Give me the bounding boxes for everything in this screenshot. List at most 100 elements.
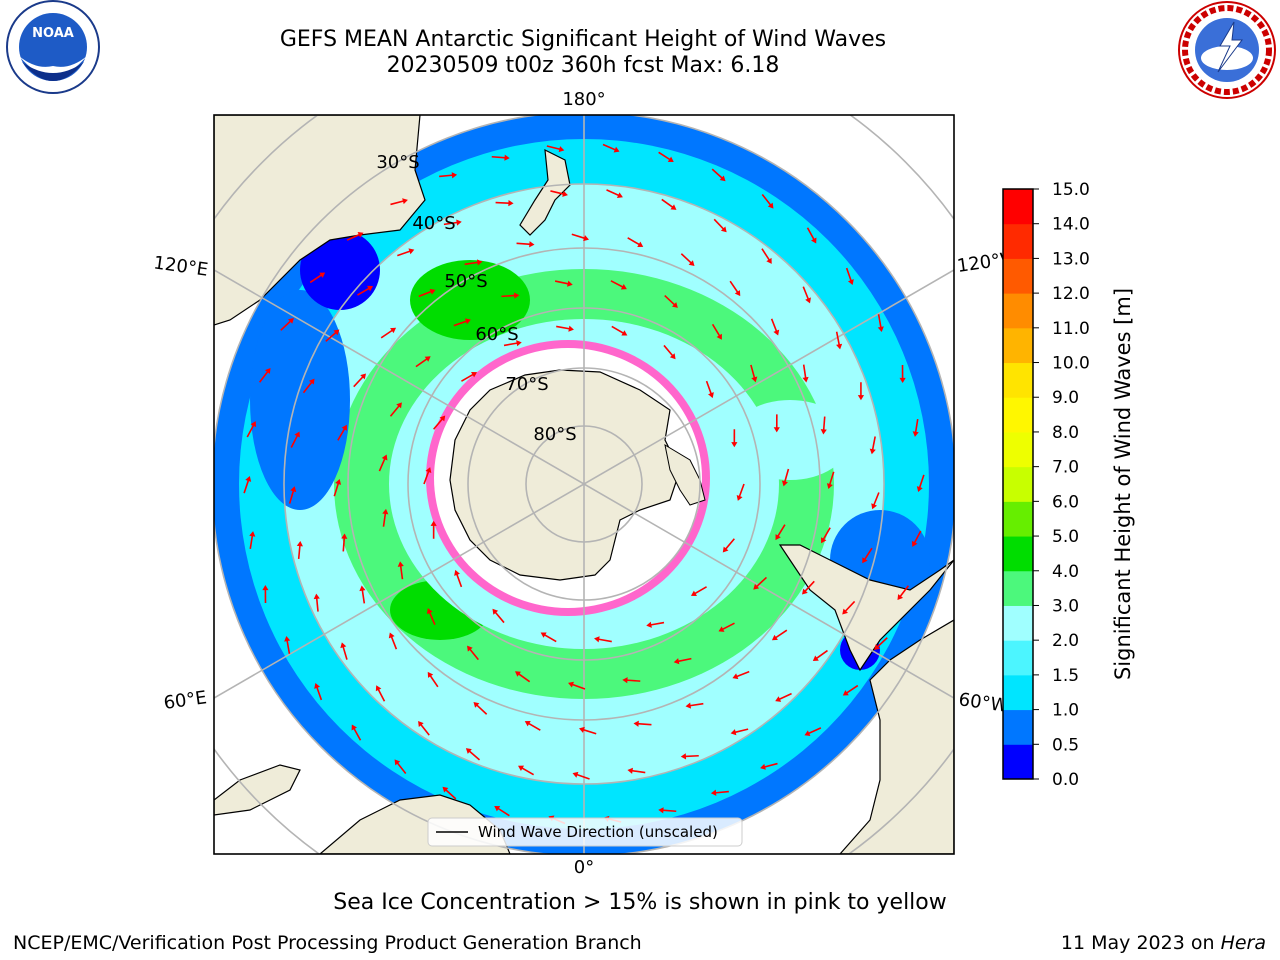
wind-arrow-head <box>736 495 743 501</box>
colorbar-band <box>1003 431 1033 468</box>
wind-arrow-head <box>529 241 535 248</box>
wind-arrow-shaft <box>390 200 405 206</box>
wind-arrow-head <box>442 786 449 793</box>
colorbar-tick-label: 1.5 <box>1052 666 1079 686</box>
wind-arrow-shaft <box>554 280 569 285</box>
wind-arrow-head <box>562 190 568 197</box>
wind-arrow-head <box>773 427 780 433</box>
wind-arrow-head <box>583 235 589 242</box>
colorbar-band <box>1003 536 1033 572</box>
wind-arrow-shaft <box>556 325 571 330</box>
wind-arrow-head <box>319 272 326 278</box>
wind-arrow-head <box>667 156 674 163</box>
wind-arrow-head <box>245 476 252 482</box>
wind-arrow-head <box>567 280 573 287</box>
wind-arrow-shaft <box>353 727 362 741</box>
wind-arrow-head <box>454 569 460 576</box>
wind-arrow-shaft <box>382 512 387 527</box>
wind-arrow-head <box>646 621 652 628</box>
wind-arrow-shaft <box>626 679 641 682</box>
wind-arrow-head <box>471 372 478 378</box>
wind-arrow-shaft <box>677 657 692 663</box>
wind-arrow-head <box>294 431 300 438</box>
wind-arrow-head <box>290 486 297 493</box>
wind-arrow-shaft <box>713 218 725 230</box>
wind-arrow-head <box>492 608 499 615</box>
colorbar-band <box>1003 744 1033 780</box>
wind-arrow-shaft <box>721 622 735 631</box>
colorbar-tick-label: 2.0 <box>1052 631 1079 651</box>
wind-arrow-head <box>456 219 462 226</box>
wind-arrow-head <box>826 483 833 489</box>
wind-arrow-shaft <box>627 237 641 246</box>
wind-arrow-head <box>425 467 432 473</box>
wind-arrow-shaft <box>680 253 693 264</box>
wind-arrow-head <box>719 175 726 182</box>
lon-label-60w: 60°W <box>957 689 1009 717</box>
wind-arrow-shaft <box>288 489 295 504</box>
wind-arrow-head <box>594 636 600 643</box>
wind-arrow-head <box>775 696 782 702</box>
wind-arrow-shaft <box>346 233 361 241</box>
colorbar-tick-label: 6.0 <box>1052 492 1079 512</box>
wind-arrow-shaft <box>872 492 880 506</box>
wind-arrow-head <box>367 285 374 292</box>
wind-arrow-head <box>427 671 434 678</box>
chart-subtitle: 20230509 t00z 360h fcst Max: 6.18 <box>386 53 780 78</box>
wind-arrow-shaft <box>423 470 430 485</box>
colorbar-label: Significant Height of Wind Waves [m] <box>1111 288 1135 680</box>
wind-arrow-shaft <box>899 585 910 598</box>
wind-arrow-shaft <box>249 534 254 550</box>
wind-arrow-head <box>874 644 880 651</box>
colorbar-tick-label: 11.0 <box>1052 319 1090 339</box>
wind-arrow-head <box>688 260 695 267</box>
wind-arrow-head <box>250 421 257 428</box>
wind-arrow-shaft <box>428 611 436 625</box>
wind-arrow-head <box>862 557 868 564</box>
wind-arrow-head <box>426 608 433 615</box>
wind-arrow-head <box>767 202 774 209</box>
wind-arrow-head <box>812 655 819 662</box>
wind-arrow-head <box>842 690 849 696</box>
wind-arrow-shaft <box>333 482 340 497</box>
wind-arrow-head <box>627 767 633 774</box>
map-frame <box>213 114 955 855</box>
australia-land <box>214 115 426 326</box>
wind-arrow-head <box>781 480 788 487</box>
wind-arrow-head <box>424 356 431 362</box>
wind-arrow-shaft <box>419 723 430 736</box>
wind-arrow-shaft <box>804 580 815 593</box>
wind-arrow-head <box>357 232 364 238</box>
lat-label-50s: 50°S <box>444 271 487 292</box>
footer-branch: NCEP/EMC/Verification Post Processing Pr… <box>13 932 642 954</box>
wind-arrow-head <box>430 520 437 526</box>
wind-arrow-shaft <box>845 684 859 694</box>
wind-arrow-head <box>508 200 514 207</box>
wind-arrow-shaft <box>597 638 612 643</box>
colorbar-band <box>1003 570 1033 606</box>
wind-arrow-shaft <box>684 754 699 758</box>
colorbar-tick-label: 8.0 <box>1052 423 1079 443</box>
wind-arrow-head <box>685 702 692 709</box>
colorbar-tick-label: 1.0 <box>1052 701 1079 721</box>
wind-arrow-head <box>572 771 579 778</box>
sea-ice-caption: Sea Ice Concentration > 15% is shown in … <box>333 890 947 915</box>
wind-arrow-shaft <box>802 286 810 300</box>
wind-arrow-head <box>516 340 522 347</box>
wind-arrow-head <box>397 561 404 567</box>
colorbar-band <box>1003 258 1033 294</box>
wind-arrow-shaft <box>342 537 346 552</box>
wind-arrow-shaft <box>280 320 292 331</box>
legend-label: Wind Wave Direction (unscaled) <box>478 823 718 841</box>
wind-arrow-shaft <box>243 479 250 494</box>
wind-arrow-shaft <box>571 233 586 240</box>
wind-arrow-shaft <box>822 527 831 541</box>
wind-arrow-head <box>820 429 827 435</box>
wind-arrow-shaft <box>914 418 919 434</box>
wind-arrow-shaft <box>918 474 925 489</box>
wind-arrow-shaft <box>913 530 922 544</box>
wind-arrow-shaft <box>543 633 557 643</box>
wind-arrow-head <box>335 479 342 485</box>
wind-arrow-shaft <box>491 155 506 159</box>
wind-arrow-head <box>658 807 664 814</box>
